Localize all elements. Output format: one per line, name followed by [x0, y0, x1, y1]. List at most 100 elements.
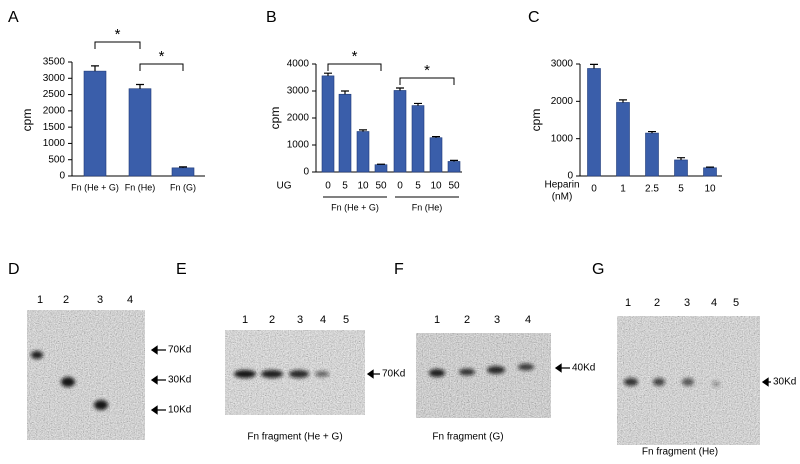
- bar: [616, 102, 630, 177]
- x-tick-label: Fn (He + G): [71, 182, 119, 192]
- x-tick-label: 50: [448, 181, 460, 192]
- gel-noise: [27, 310, 145, 440]
- y-tick-label: 1000: [551, 133, 574, 144]
- marker-label: 70Kd: [382, 369, 405, 380]
- x-tick-label: 10: [357, 181, 369, 192]
- marker-label: 10Kd: [168, 405, 191, 416]
- panel-label: C: [528, 9, 540, 26]
- lane-label: 3: [297, 314, 303, 326]
- y-tick-label: 3500: [43, 57, 66, 68]
- group-label: Fn (He): [412, 202, 443, 212]
- error-bar: [396, 87, 404, 91]
- x-tick-label: 5: [342, 181, 348, 192]
- gel-band: [653, 378, 665, 386]
- x-axis-label: UG: [277, 181, 292, 192]
- error-bar: [450, 159, 458, 162]
- gel-band: [712, 381, 720, 387]
- error-bar: [677, 157, 685, 160]
- x-tick-label: 0: [397, 181, 403, 192]
- y-tick-label: 0: [59, 171, 65, 182]
- x-tick-label: 0: [325, 181, 331, 192]
- error-bar: [590, 63, 598, 69]
- lane-label: 2: [464, 314, 470, 326]
- bar: [321, 75, 335, 173]
- gel-band: [261, 370, 283, 378]
- lane-label: 5: [343, 314, 349, 326]
- bar: [645, 132, 659, 177]
- gel-caption: Fn fragment (G): [432, 432, 503, 443]
- lane-label: 3: [97, 294, 103, 306]
- x-tick-label: 1: [620, 184, 626, 195]
- significance-bracket: [399, 77, 455, 85]
- marker-label: 30Kd: [773, 377, 796, 388]
- x-tick-label: 10: [704, 184, 716, 195]
- x-tick-label: 0: [591, 184, 597, 195]
- y-tick-label: 2000: [43, 105, 66, 116]
- gel-band: [518, 363, 534, 371]
- error-bar: [136, 83, 144, 89]
- gel-band: [94, 400, 108, 410]
- marker-label: 70Kd: [168, 345, 191, 356]
- gel-band: [315, 371, 329, 377]
- gel-band: [459, 368, 475, 376]
- y-tick-label: 0: [303, 167, 309, 178]
- x-tick-label: Fn (He): [125, 182, 156, 192]
- x-tick-label: 50: [375, 181, 387, 192]
- lane-label: 4: [525, 314, 531, 326]
- bar: [171, 167, 195, 177]
- lane-label: 5: [733, 297, 739, 309]
- gel-band: [289, 370, 309, 378]
- marker-arrow: [761, 377, 771, 387]
- y-tick-label: 3000: [551, 59, 574, 70]
- lane-label: 2: [269, 314, 275, 326]
- y-tick-label: 4000: [287, 59, 310, 70]
- error-bar: [706, 166, 714, 168]
- bar: [411, 105, 425, 173]
- panel-label: F: [394, 261, 404, 278]
- bar: [393, 90, 407, 173]
- gel-band: [624, 378, 638, 386]
- lane-label: 1: [434, 314, 440, 326]
- significance-bracket: [327, 63, 382, 71]
- error-bar: [432, 136, 440, 138]
- error-bar: [619, 99, 627, 103]
- y-tick-label: 1500: [43, 122, 66, 133]
- marker-arrow: [150, 405, 166, 415]
- x-tick-label: 10: [430, 181, 442, 192]
- gel-band: [61, 377, 75, 387]
- significance-label: *: [352, 48, 358, 65]
- significance-bracket: [139, 63, 184, 71]
- marker-arrow: [554, 363, 570, 373]
- x-tick-label: 2.5: [645, 184, 659, 195]
- y-axis-label: cpm: [268, 107, 282, 130]
- x-axis-label: (nM): [552, 192, 573, 203]
- gel-band: [429, 369, 445, 377]
- bar: [429, 137, 443, 173]
- panel-label: B: [266, 9, 277, 26]
- lane-label: 3: [494, 314, 500, 326]
- marker-arrow: [150, 345, 166, 355]
- lane-label: 4: [320, 314, 326, 326]
- bar: [374, 164, 388, 173]
- lane-label: 1: [625, 297, 631, 309]
- bar: [703, 167, 717, 177]
- lane-label: 1: [242, 314, 248, 326]
- marker-arrow: [366, 369, 380, 379]
- error-bar: [359, 129, 367, 132]
- marker-label: 30Kd: [168, 375, 191, 386]
- y-tick-label: 3000: [43, 73, 66, 84]
- gel-band: [487, 366, 505, 374]
- marker-arrow: [150, 375, 166, 385]
- error-bar: [414, 102, 422, 106]
- bar: [587, 68, 601, 177]
- lane-label: 4: [127, 294, 133, 306]
- error-bar: [341, 90, 349, 95]
- bar: [447, 161, 461, 173]
- bar: [83, 70, 107, 177]
- group-label: Fn (He + G): [331, 202, 379, 212]
- x-axis-label: Heparin: [544, 180, 579, 191]
- marker-label: 40Kd: [572, 363, 595, 374]
- lane-label: 1: [37, 294, 43, 306]
- y-tick-label: 2500: [43, 89, 66, 100]
